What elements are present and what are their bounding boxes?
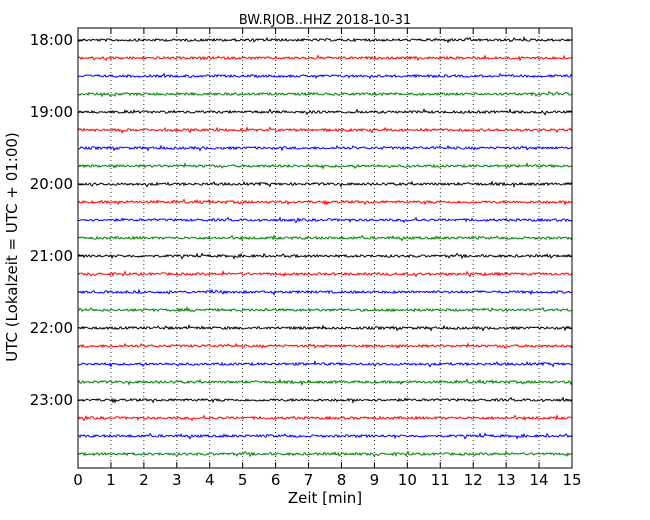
x-axis-ticks: 0 1 2 3 4 5 6 7 8 9 10 11 12 13 14 15 xyxy=(73,28,582,489)
trace-1800 xyxy=(77,36,573,44)
y-tick-label: 23:00 xyxy=(30,391,73,409)
x-tick-label: 13 xyxy=(497,471,516,489)
trace-2245 xyxy=(77,378,573,387)
plot-frame xyxy=(77,27,573,469)
y-axis-ticks: 18:00 19:00 20:00 21:00 22:00 23:00 xyxy=(30,31,572,409)
trace-1815 xyxy=(77,54,573,62)
trace-2200 xyxy=(77,324,573,332)
trace-2315 xyxy=(77,413,573,422)
x-tick-label: 5 xyxy=(238,471,248,489)
x-tick-label: 10 xyxy=(398,471,417,489)
y-tick-label: 18:00 xyxy=(30,31,73,49)
chart-title: BW.RJOB..HHZ 2018-10-31 xyxy=(239,13,411,28)
y-tick-label: 20:00 xyxy=(30,175,73,193)
trace-2330 xyxy=(77,432,573,440)
x-tick-label: 11 xyxy=(431,471,450,489)
trace-1845 xyxy=(77,90,573,98)
seismogram-traces xyxy=(77,36,573,458)
y-tick-label: 21:00 xyxy=(30,247,73,265)
y-axis-label: UTC (Lokalzeit = UTC + 01:00) xyxy=(3,132,21,362)
x-tick-label: 14 xyxy=(530,471,549,489)
trace-2215 xyxy=(77,341,573,349)
trace-2230 xyxy=(77,359,572,368)
trace-2000 xyxy=(77,180,573,189)
trace-1930 xyxy=(77,144,573,152)
vertical-grid xyxy=(110,28,540,468)
trace-2345 xyxy=(77,449,573,458)
trace-2300 xyxy=(77,396,573,404)
x-tick-label: 9 xyxy=(370,471,380,489)
x-tick-label: 3 xyxy=(172,471,182,489)
y-tick-label: 22:00 xyxy=(30,319,73,337)
x-tick-label: 12 xyxy=(464,471,483,489)
x-tick-label: 0 xyxy=(73,471,83,489)
trace-2115 xyxy=(77,269,573,278)
x-tick-label: 7 xyxy=(304,471,314,489)
x-tick-label: 1 xyxy=(106,471,116,489)
y-tick-label: 19:00 xyxy=(30,103,73,121)
trace-2100 xyxy=(77,252,573,260)
trace-2030 xyxy=(77,216,573,224)
x-tick-label: 2 xyxy=(139,471,149,489)
x-axis-label: Zeit [min] xyxy=(288,489,362,507)
trace-1915 xyxy=(77,126,573,134)
trace-2145 xyxy=(77,306,572,313)
trace-1830 xyxy=(77,72,573,80)
trace-2045 xyxy=(77,233,573,242)
trace-1945 xyxy=(77,161,573,170)
trace-2015 xyxy=(77,198,573,206)
x-tick-label: 8 xyxy=(337,471,347,489)
x-tick-label: 6 xyxy=(271,471,281,489)
trace-2130 xyxy=(77,288,573,296)
x-tick-label: 15 xyxy=(562,471,581,489)
trace-1900 xyxy=(77,108,573,116)
x-tick-label: 4 xyxy=(205,471,215,489)
